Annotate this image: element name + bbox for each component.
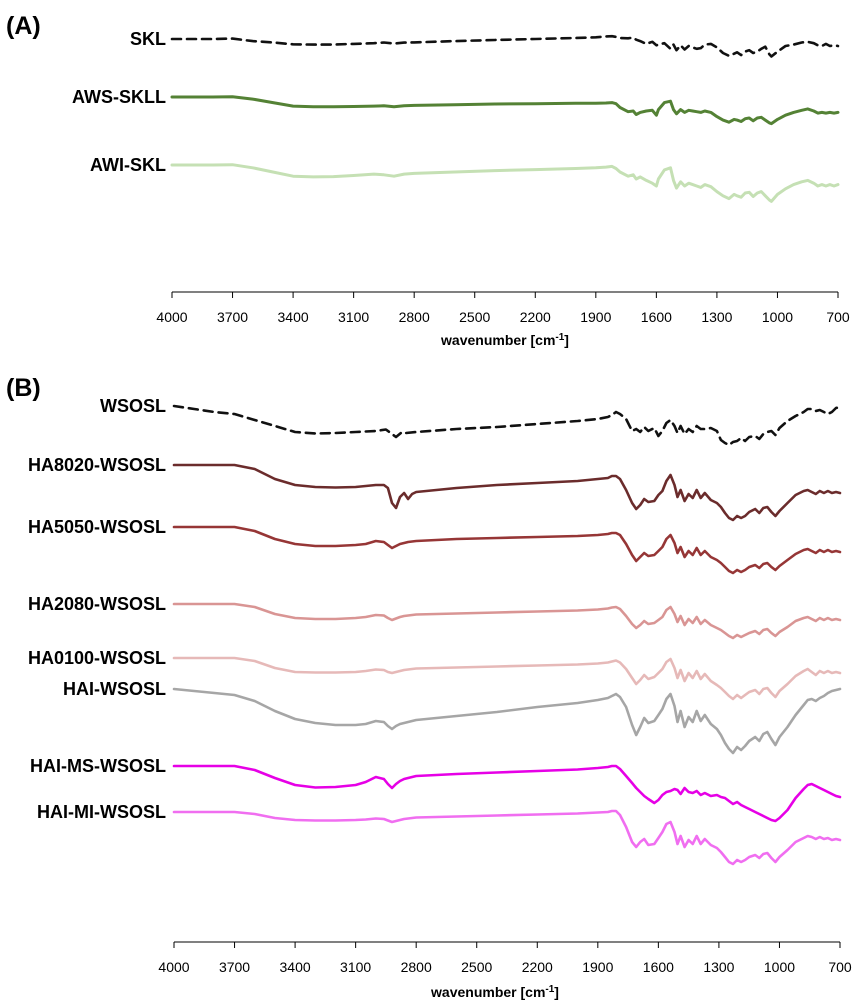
series-line-wsosl	[172, 404, 842, 447]
series-label-aws-skll: AWS-SKLL	[72, 87, 166, 107]
panel-b-x-axis-title: wavenumber [cm-1]	[430, 984, 559, 1000]
series-line-skl	[170, 34, 840, 58]
x-tick-label: 1900	[582, 959, 613, 975]
x-tick-label: 4000	[156, 309, 187, 325]
series-line-hai-ms-wsosl	[172, 764, 842, 823]
x-tick-label: 3100	[338, 309, 369, 325]
panel-b-series-labels: WSOSL HA8020-WSOSL HA5050-WSOSL HA2080-WSOS…	[28, 396, 166, 822]
series-label-hai-mi-wsosl: HAI-MI-WSOSL	[37, 802, 166, 822]
x-tick-label: 3100	[340, 959, 371, 975]
series-line-hai-mi-wsosl	[172, 809, 842, 866]
x-tick-label: 700	[826, 309, 850, 325]
series-label-awi-skl: AWI-SKL	[90, 155, 166, 175]
series-line-ha0100-wsosl	[172, 656, 842, 701]
x-tick-label: 3700	[219, 959, 250, 975]
series-label-ha8020-wsosl: HA8020-WSOSL	[28, 455, 166, 475]
x-tick-label: 1600	[641, 309, 672, 325]
x-tick-label: 3700	[217, 309, 248, 325]
x-tick-label: 1600	[643, 959, 674, 975]
panel-a-x-axis-title: wavenumber [cm-1]	[440, 332, 569, 348]
series-line-aws-skll	[170, 95, 840, 126]
x-tick-label: 1000	[764, 959, 795, 975]
panel-a-series-labels: SKL AWS-SKLL AWI-SKL	[72, 29, 166, 175]
panel-a-curves	[170, 34, 840, 203]
series-label-ha0100-wsosl: HA0100-WSOSL	[28, 648, 166, 668]
x-tick-label: 2200	[522, 959, 553, 975]
x-tick-label: 1000	[762, 309, 793, 325]
panel-a-x-ticks: 4000 3700 3400 3100 2800 2500 2200 1900 1600 1300…	[156, 292, 850, 325]
x-tick-label: 3400	[280, 959, 311, 975]
x-tick-label: 2200	[520, 309, 551, 325]
x-tick-label: 2800	[401, 959, 432, 975]
x-tick-label: 2500	[459, 309, 490, 325]
series-line-awi-skl	[170, 163, 840, 203]
series-line-ha8020-wsosl	[172, 463, 842, 522]
series-line-ha5050-wsosl	[172, 525, 842, 575]
panel-b: (B) WSOSL HA8020-WSOSL HA5050-WSOSL HA2080-…	[6, 374, 852, 1000]
panel-b-curves	[172, 404, 842, 866]
series-line-hai-wsosl	[172, 687, 842, 755]
panel-b-label: (B)	[6, 374, 41, 402]
panel-a: (A) SKL AWS-SKLL AWI-SKL 4000 3700 3400 3100 2…	[6, 12, 850, 348]
x-tick-label: 3400	[278, 309, 309, 325]
series-label-skl: SKL	[130, 29, 166, 49]
series-label-wsosl: WSOSL	[100, 396, 166, 416]
x-tick-label: 1900	[580, 309, 611, 325]
x-tick-label: 4000	[158, 959, 189, 975]
x-tick-label: 1300	[701, 309, 732, 325]
series-line-ha2080-wsosl	[172, 602, 842, 640]
x-tick-label: 1300	[703, 959, 734, 975]
x-tick-label: 2500	[461, 959, 492, 975]
panel-a-label: (A)	[6, 12, 41, 40]
series-label-ha5050-wsosl: HA5050-WSOSL	[28, 517, 166, 537]
series-label-ha2080-wsosl: HA2080-WSOSL	[28, 594, 166, 614]
panel-b-x-ticks: 4000 3700 3400 3100 2800 2500 2200 1900 1600 1300…	[158, 942, 852, 975]
series-label-hai-ms-wsosl: HAI-MS-WSOSL	[30, 756, 166, 776]
x-tick-label: 700	[828, 959, 852, 975]
series-label-hai-wsosl: HAI-WSOSL	[63, 679, 166, 699]
x-tick-label: 2800	[399, 309, 430, 325]
